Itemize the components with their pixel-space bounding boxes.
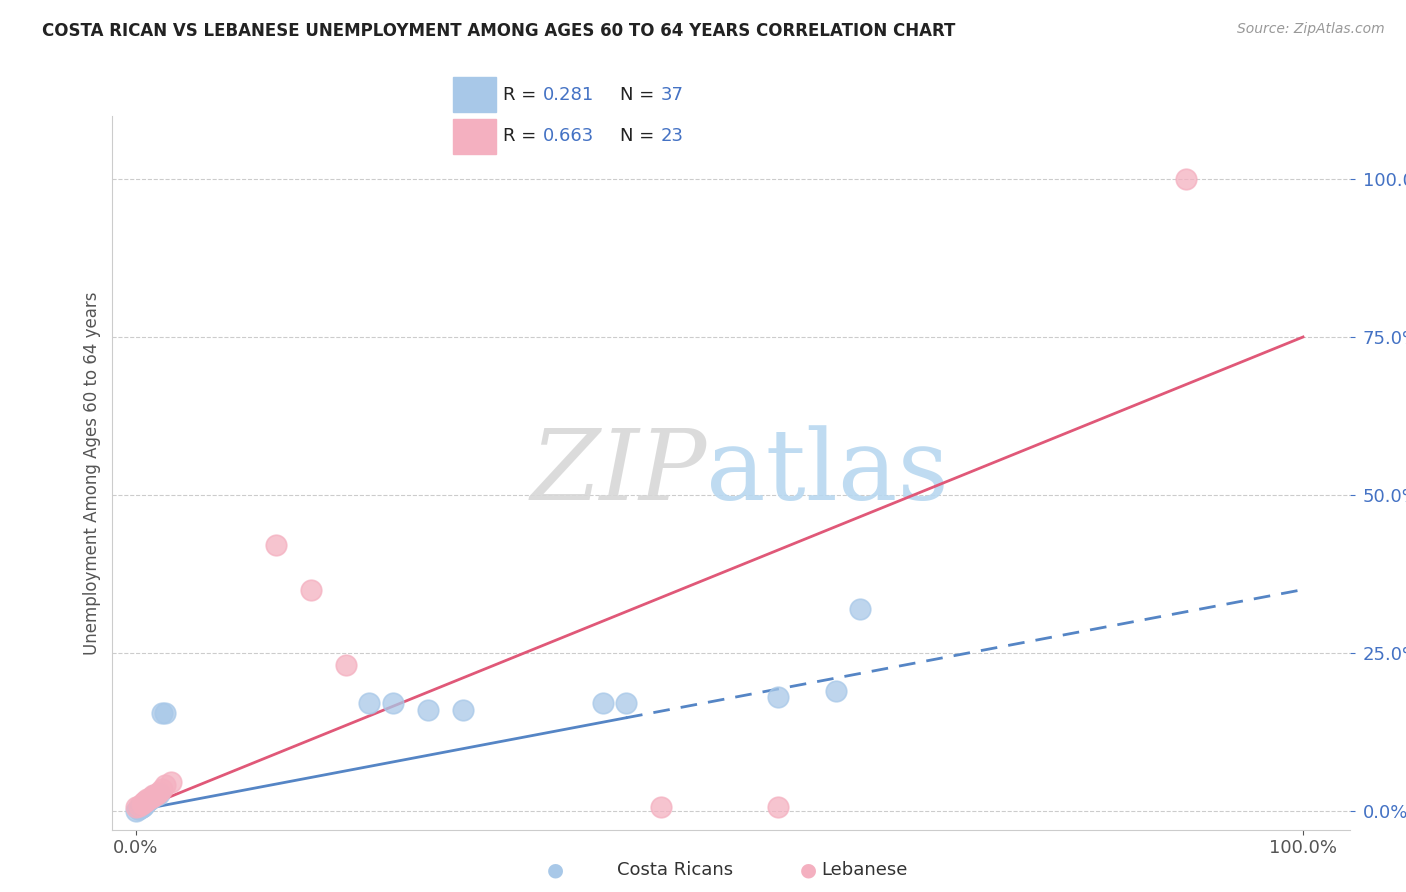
Text: 0.663: 0.663 — [543, 128, 593, 145]
Point — [139, 791, 162, 805]
Text: 0.281: 0.281 — [543, 86, 593, 103]
Point — [131, 800, 153, 814]
Point — [335, 658, 357, 673]
Point — [650, 800, 672, 814]
Point — [592, 696, 614, 710]
Point — [614, 696, 637, 710]
Point — [132, 798, 155, 813]
Point — [134, 797, 156, 811]
Text: R =: R = — [502, 86, 541, 103]
Point — [131, 797, 153, 812]
Point — [416, 702, 439, 716]
Text: N =: N = — [620, 86, 659, 103]
Point — [142, 789, 165, 803]
Point — [132, 797, 155, 812]
Point — [132, 799, 155, 814]
Point — [136, 792, 159, 806]
Point — [825, 683, 848, 698]
Point — [153, 706, 176, 720]
Point — [150, 781, 173, 796]
FancyBboxPatch shape — [453, 119, 496, 154]
Point — [127, 802, 149, 816]
Point — [146, 788, 169, 802]
Point — [131, 800, 153, 814]
Point — [143, 789, 166, 803]
Text: N =: N = — [620, 128, 659, 145]
FancyBboxPatch shape — [453, 77, 496, 112]
Point — [139, 792, 162, 806]
Point — [381, 696, 404, 710]
Text: atlas: atlas — [706, 425, 949, 521]
Point — [148, 785, 170, 799]
Point — [141, 789, 163, 804]
Point — [766, 800, 789, 814]
Point — [134, 794, 156, 808]
Point — [148, 787, 170, 801]
Point — [125, 800, 148, 814]
Point — [132, 795, 155, 809]
Point — [153, 778, 176, 792]
Point — [135, 795, 157, 809]
Point — [359, 696, 381, 710]
Point — [848, 601, 870, 615]
Point — [125, 804, 148, 818]
Point — [139, 791, 162, 805]
Point — [160, 775, 183, 789]
Point — [142, 789, 165, 803]
Point — [141, 790, 163, 805]
Point — [150, 706, 173, 720]
Point — [136, 794, 159, 808]
Point — [135, 793, 157, 807]
Text: 37: 37 — [661, 86, 683, 103]
Text: ●: ● — [800, 860, 817, 880]
Text: COSTA RICAN VS LEBANESE UNEMPLOYMENT AMONG AGES 60 TO 64 YEARS CORRELATION CHART: COSTA RICAN VS LEBANESE UNEMPLOYMENT AMO… — [42, 22, 956, 40]
Point — [135, 796, 157, 810]
Text: Source: ZipAtlas.com: Source: ZipAtlas.com — [1237, 22, 1385, 37]
Point — [766, 690, 789, 704]
Point — [451, 702, 474, 716]
Point — [299, 582, 322, 597]
Text: R =: R = — [502, 128, 541, 145]
Point — [139, 791, 162, 805]
Point — [134, 796, 156, 810]
Y-axis label: Unemployment Among Ages 60 to 64 years: Unemployment Among Ages 60 to 64 years — [83, 291, 101, 655]
Point — [142, 789, 165, 804]
Point — [1175, 172, 1198, 186]
Point — [136, 793, 159, 807]
Text: Lebanese: Lebanese — [821, 861, 908, 879]
Point — [128, 798, 150, 813]
Text: ●: ● — [547, 860, 564, 880]
Point — [128, 802, 150, 816]
Point — [129, 801, 152, 815]
Point — [132, 796, 155, 810]
Point — [138, 793, 160, 807]
Text: ZIP: ZIP — [530, 425, 706, 520]
Point — [264, 538, 287, 552]
Point — [146, 787, 169, 801]
Text: Costa Ricans: Costa Ricans — [617, 861, 733, 879]
Point — [132, 797, 155, 812]
Point — [143, 788, 166, 802]
Text: 23: 23 — [661, 128, 683, 145]
